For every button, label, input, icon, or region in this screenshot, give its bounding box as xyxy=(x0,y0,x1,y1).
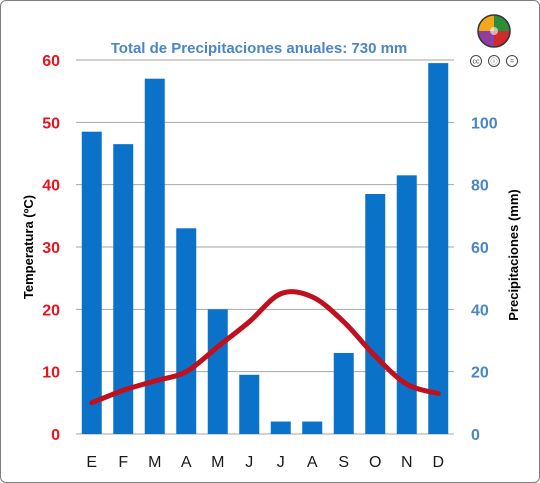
x-tick-label: A xyxy=(307,454,318,471)
left-tick-label: 50 xyxy=(42,115,60,132)
right-axis-ticks: 0 20 40 60 80 100 xyxy=(471,115,498,444)
precipitation-bar xyxy=(270,421,291,434)
x-tick-label: E xyxy=(86,454,97,471)
x-tick-label: S xyxy=(338,454,349,471)
license-nd: = xyxy=(510,59,514,66)
chart-title: Total de Precipitaciones anuales: 730 mm xyxy=(111,40,408,57)
left-tick-label: 10 xyxy=(42,365,60,382)
license-badges: cc ⓘ = xyxy=(470,55,518,67)
precipitation-bar xyxy=(81,131,102,434)
precipitation-bar xyxy=(113,144,134,434)
precipitation-bar xyxy=(207,309,228,434)
precipitation-bar xyxy=(428,63,449,434)
right-tick-label: 80 xyxy=(471,178,489,195)
x-tick-label: M xyxy=(211,454,224,471)
left-tick-label: 30 xyxy=(42,240,60,257)
puzzle-logo-icon xyxy=(477,14,511,48)
x-tick-label: A xyxy=(181,454,192,471)
temperature-line-path xyxy=(89,289,441,406)
right-tick-label: 60 xyxy=(471,240,489,257)
right-tick-label: 40 xyxy=(471,302,489,319)
precipitation-bar xyxy=(365,194,386,434)
license-by: ⓘ xyxy=(491,58,498,66)
precipitation-bar xyxy=(302,421,323,434)
right-tick-label: 0 xyxy=(471,427,480,444)
license-cc: cc xyxy=(473,59,481,66)
left-tick-label: 40 xyxy=(42,178,60,195)
temperature-line xyxy=(89,289,441,406)
precipitation-bar xyxy=(396,175,417,435)
left-axis-ticks: 0 10 20 30 40 50 60 xyxy=(42,53,60,444)
x-tick-label: F xyxy=(118,454,128,471)
x-tick-label: J xyxy=(245,454,253,471)
precipitation-bar xyxy=(333,352,354,434)
x-tick-label: N xyxy=(401,454,413,471)
left-tick-label: 60 xyxy=(42,53,60,70)
left-tick-label: 20 xyxy=(42,302,60,319)
x-tick-label: O xyxy=(369,454,381,471)
right-tick-label: 20 xyxy=(471,365,489,382)
left-axis-label: Temperatura (ºC) xyxy=(21,195,36,299)
precipitation-bar xyxy=(144,78,165,434)
x-tick-label: D xyxy=(432,454,444,471)
precipitation-bar xyxy=(176,228,197,434)
x-tick-label: J xyxy=(277,454,285,471)
precipitation-bar xyxy=(239,374,260,434)
x-tick-label: M xyxy=(148,454,161,471)
right-axis-label: Precipitaciones (mm) xyxy=(506,189,521,321)
right-tick-label: 100 xyxy=(471,115,498,132)
left-tick-label: 0 xyxy=(51,427,60,444)
precipitation-bars xyxy=(81,63,449,435)
